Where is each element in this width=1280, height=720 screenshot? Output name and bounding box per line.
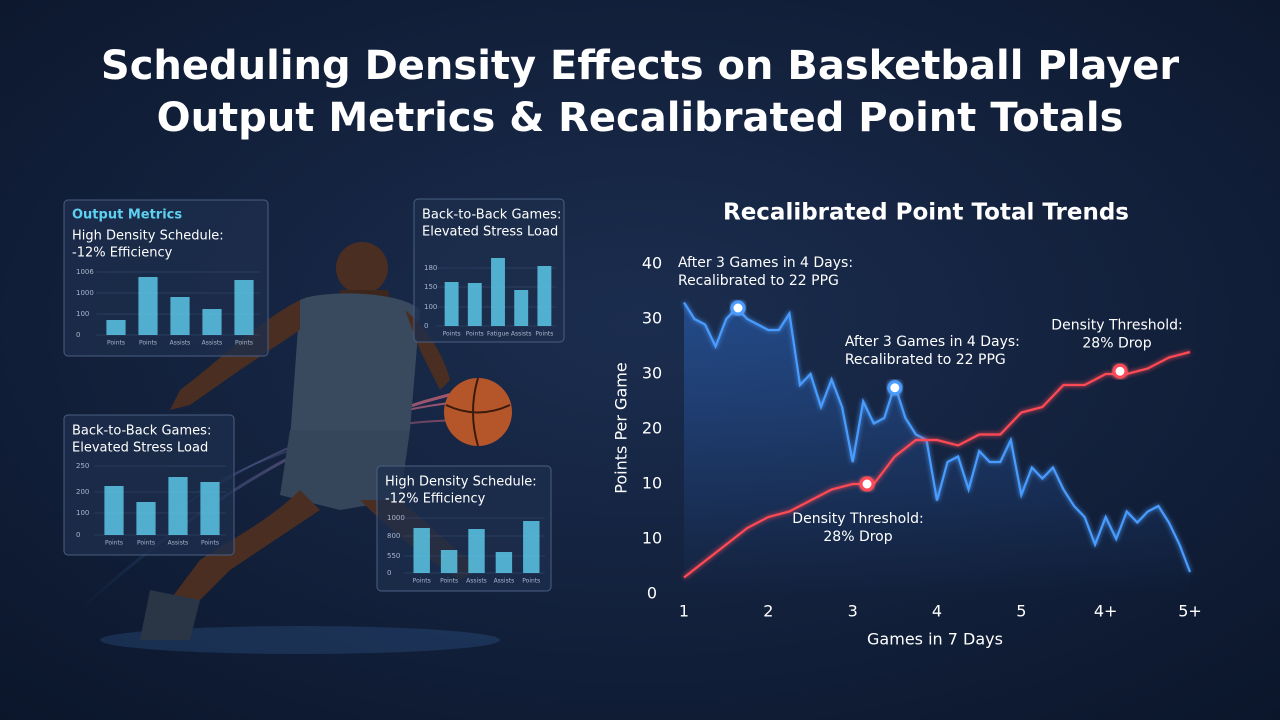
panel-text: -12% Efficiency: [385, 492, 486, 507]
y-tick-label: 200: [76, 488, 89, 496]
x-tick-label: Points: [235, 340, 253, 347]
x-tick-label: Points: [535, 331, 553, 338]
x-tick-label: Points: [137, 540, 155, 547]
bar: [495, 552, 513, 573]
series-line: [683, 301, 1192, 573]
x-tick-label: 5+: [1178, 602, 1202, 621]
y-tick-label: 20: [642, 419, 662, 438]
x-tick-label: 4+: [1094, 602, 1118, 621]
highlight-marker: [1112, 363, 1128, 379]
bar: [444, 282, 459, 326]
panel-heading: Output Metrics: [72, 208, 182, 223]
y-tick-label: 1000: [76, 289, 94, 297]
annotation: 28% Drop: [823, 529, 892, 545]
chart-title: Recalibrated Point Total Trends: [723, 200, 1129, 226]
bar: [104, 486, 124, 535]
panel-text: Elevated Stress Load: [72, 441, 208, 456]
x-tick-label: Points: [443, 331, 461, 338]
bar: [138, 277, 158, 335]
y-tick-label: 150: [424, 283, 437, 291]
x-tick-label: Assists: [511, 331, 532, 338]
annotation: Recalibrated to 22 PPG: [845, 352, 1006, 368]
y-tick-label: 100: [424, 303, 437, 311]
y-tick-label: 250: [76, 462, 89, 470]
series-line: [683, 350, 1191, 579]
y-axis-label: Points Per Game: [612, 362, 631, 493]
y-tick-label: 0: [647, 584, 657, 603]
title-line: Scheduling Density Effects on Basketball…: [101, 43, 1179, 89]
x-tick-label: 3: [848, 602, 858, 621]
annotation: 28% Drop: [1082, 335, 1151, 351]
bar: [200, 482, 220, 535]
y-tick-label: 100: [76, 310, 89, 318]
annotation: Density Threshold:: [792, 511, 923, 527]
x-tick-label: 5: [1016, 602, 1026, 621]
x-tick-label: Points: [522, 578, 540, 585]
y-tick-label: 40: [642, 254, 662, 273]
bar: [106, 320, 126, 335]
bar: [523, 521, 540, 573]
title-line: Output Metrics & Recalibrated Point Tota…: [157, 95, 1124, 141]
y-tick-label: 30: [642, 309, 662, 328]
bar: [537, 266, 552, 326]
panel-text: High Density Schedule:: [72, 229, 224, 244]
y-tick-label: 10: [642, 474, 662, 493]
bar: [468, 529, 485, 573]
x-axis-label: Games in 7 Days: [867, 630, 1003, 649]
annotation: After 3 Games in 4 Days:: [845, 334, 1020, 350]
y-tick-label: 180: [424, 264, 437, 272]
x-tick-label: Assists: [466, 578, 487, 585]
annotation: Density Threshold:: [1051, 317, 1182, 333]
bar: [170, 297, 190, 335]
y-tick-label: 1006: [76, 268, 94, 276]
bar: [234, 280, 254, 335]
bar: [491, 258, 505, 326]
annotation: Recalibrated to 22 PPG: [678, 273, 839, 289]
x-tick-label: Assists: [170, 340, 191, 347]
y-tick-label: 550: [387, 552, 400, 560]
panel-text: High Density Schedule:: [385, 475, 537, 490]
bar: [136, 502, 156, 535]
panel-text: Back-to-Back Games:: [72, 424, 211, 439]
x-tick-label: Points: [466, 331, 484, 338]
bar: [467, 283, 482, 326]
highlight-marker: [887, 380, 903, 396]
bar: [440, 550, 458, 573]
y-tick-label: 0: [387, 569, 391, 577]
y-tick-label: 30: [642, 364, 662, 383]
x-tick-label: Assists: [168, 540, 189, 547]
x-tick-label: Points: [440, 578, 458, 585]
x-tick-label: Points: [105, 540, 123, 547]
x-tick-label: Assists: [202, 340, 223, 347]
x-tick-label: 1: [679, 602, 689, 621]
bar: [413, 528, 430, 573]
panel-text: -12% Efficiency: [72, 246, 173, 261]
x-tick-label: 4: [932, 602, 942, 621]
y-tick-label: 10: [642, 529, 662, 548]
bar: [514, 290, 529, 326]
x-tick-label: Points: [201, 540, 219, 547]
bar: [202, 309, 222, 335]
highlight-marker: [859, 476, 875, 492]
x-tick-label: Points: [413, 578, 431, 585]
panel-text: Elevated Stress Load: [422, 225, 558, 240]
highlight-marker: [730, 300, 746, 316]
x-tick-label: Points: [107, 340, 125, 347]
y-tick-label: 0: [424, 322, 428, 330]
x-tick-label: 2: [763, 602, 773, 621]
panel-text: Back-to-Back Games:: [422, 208, 561, 223]
bar: [168, 477, 188, 535]
annotation: After 3 Games in 4 Days:: [678, 255, 853, 271]
y-tick-label: 1000: [387, 514, 405, 522]
x-tick-label: Fatigue: [487, 331, 509, 338]
x-tick-label: Assists: [494, 578, 515, 585]
x-tick-label: Points: [139, 340, 157, 347]
y-tick-label: 0: [76, 331, 80, 339]
y-tick-label: 0: [76, 531, 80, 539]
y-tick-label: 800: [387, 532, 400, 540]
y-tick-label: 100: [76, 509, 89, 517]
